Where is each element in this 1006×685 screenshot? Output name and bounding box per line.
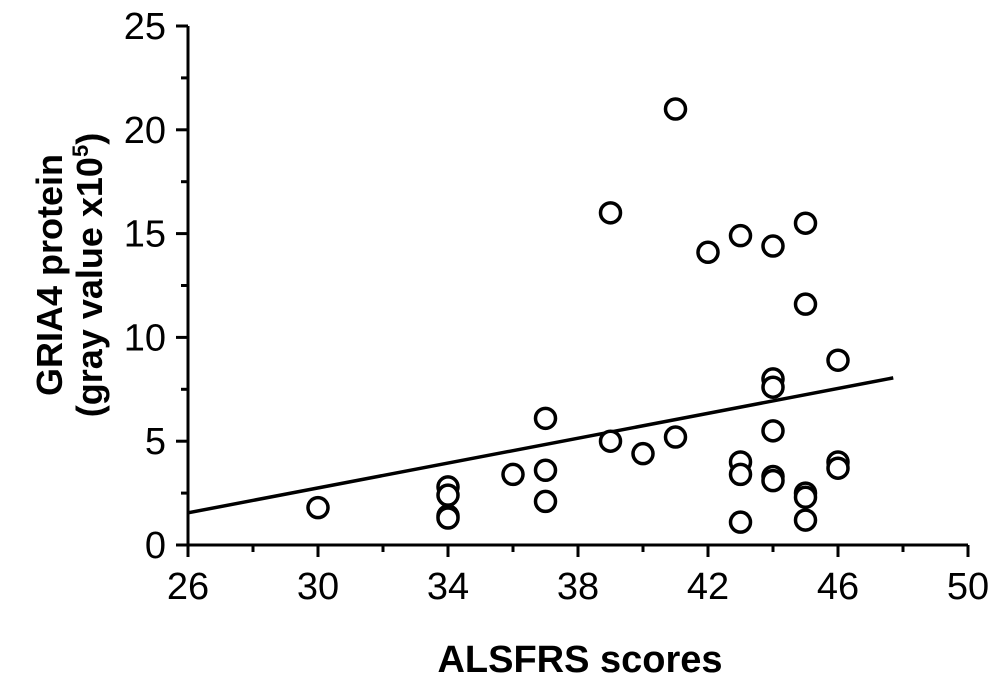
y-axis-label-suffix: ) (69, 133, 110, 145)
x-tick-label: 50 (947, 566, 989, 608)
data-point (761, 468, 785, 493)
data-point (306, 495, 330, 520)
x-ticks: 26 30 34 38 42 46 50 (167, 545, 989, 608)
data-point (728, 462, 753, 487)
data-point (631, 441, 655, 466)
data-point (826, 456, 850, 480)
y-axis-label-prefix: (gray value x10 (69, 157, 110, 417)
y-axis-label-line-1: GRIA4 protein (29, 154, 70, 396)
data-point (436, 483, 460, 507)
y-tick-label: 0 (145, 525, 166, 567)
x-tick-label: 26 (167, 566, 209, 608)
y-tick-label: 15 (124, 214, 166, 256)
data-points (306, 97, 850, 534)
data-point (793, 508, 818, 532)
data-point (761, 234, 785, 258)
data-point (793, 292, 818, 316)
x-tick-label: 46 (817, 566, 859, 608)
y-ticks: 0 5 10 15 20 25 (124, 6, 188, 567)
data-point (436, 506, 460, 530)
data-point (533, 458, 558, 483)
data-point (533, 489, 558, 514)
x-tick-label: 34 (427, 566, 469, 608)
data-point (728, 510, 753, 534)
data-point (793, 485, 818, 510)
data-point (533, 406, 558, 431)
regression-line (187, 376, 894, 515)
trendline-group (187, 376, 894, 515)
x-tick-label: 38 (557, 566, 599, 608)
data-point (826, 348, 850, 372)
data-point (663, 97, 688, 121)
data-point (761, 375, 785, 399)
y-axis-label-line-2: (gray value x105) (68, 133, 110, 417)
x-tick-label: 30 (297, 566, 339, 608)
data-point (598, 429, 623, 453)
y-tick-label: 20 (124, 110, 166, 152)
x-axis-label: ALSFRS scores (437, 639, 722, 681)
data-point (793, 211, 818, 235)
x-tick-label: 42 (687, 566, 729, 608)
y-tick-label: 10 (124, 317, 166, 359)
data-point (598, 201, 623, 225)
data-point (501, 462, 525, 487)
data-point (663, 425, 688, 449)
data-point (696, 240, 720, 265)
axes (186, 26, 968, 547)
data-point (728, 223, 753, 248)
y-tick-label: 5 (145, 421, 166, 463)
y-tick-label: 25 (124, 6, 166, 48)
y-axis-label-superscript: 5 (68, 145, 93, 157)
data-point (761, 419, 785, 443)
